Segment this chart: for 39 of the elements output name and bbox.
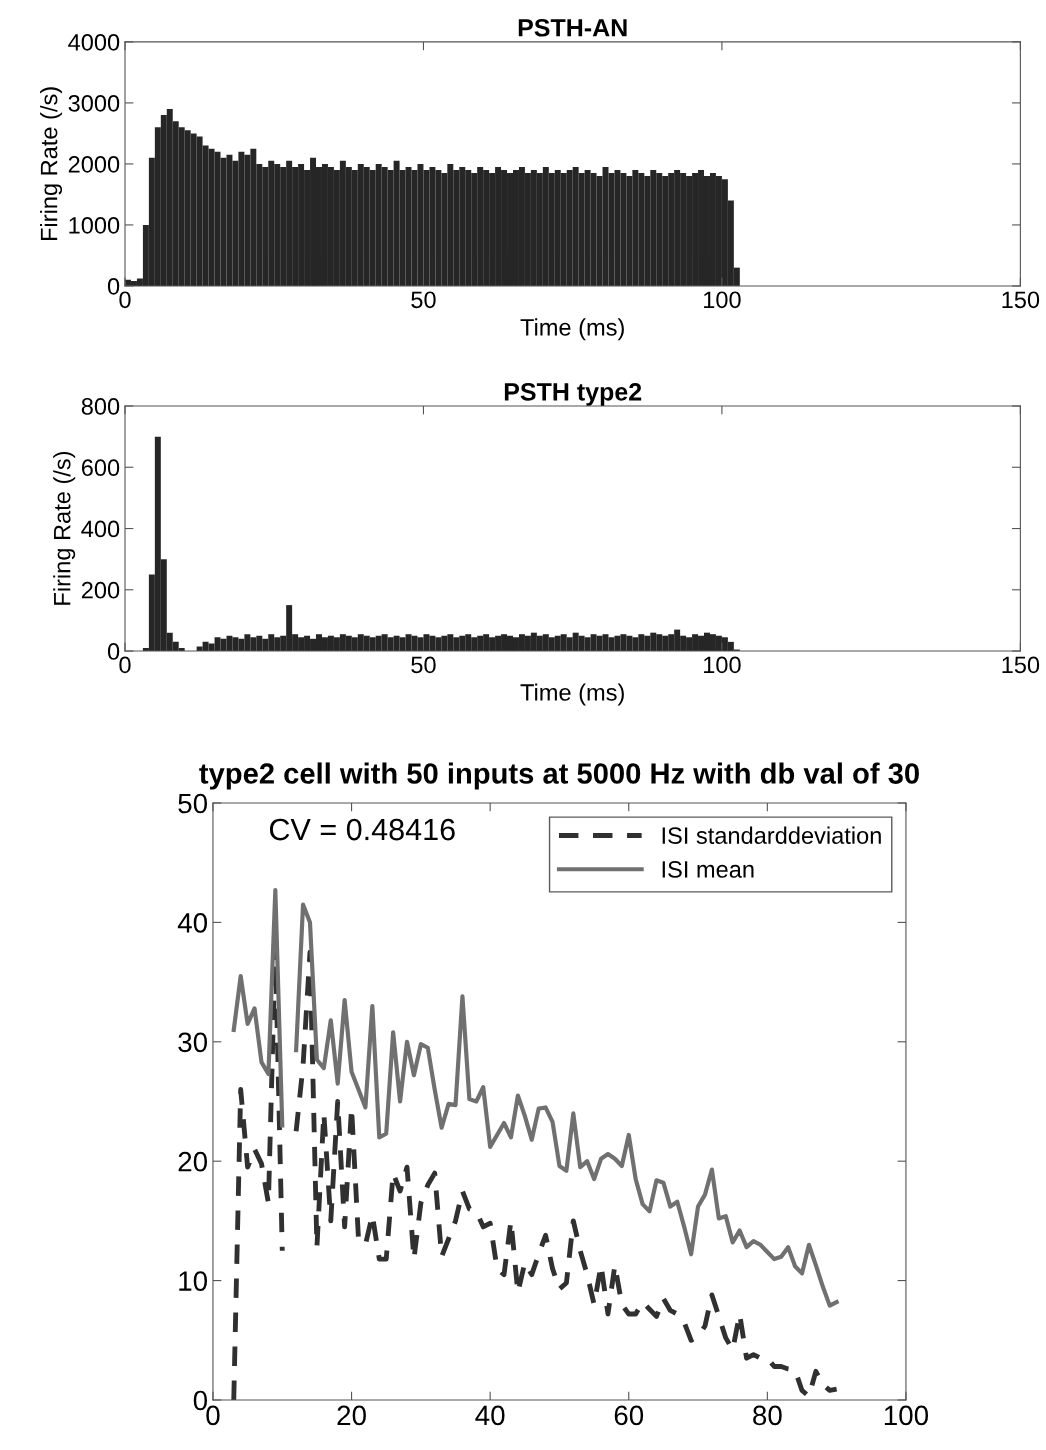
x-tick-label: 50 <box>411 656 436 674</box>
x-tick-label: 50 <box>411 291 436 309</box>
x-tick-label: 100 <box>884 1405 929 1426</box>
y-tick-label: 0 <box>107 278 120 295</box>
y-tick-label: 2000 <box>68 155 120 173</box>
y-tick-label: 200 <box>81 581 120 599</box>
x-axis-title: Time (ms) <box>520 683 624 706</box>
chart-title: PSTH-AN <box>518 18 627 37</box>
y-tick-label: 800 <box>81 398 120 415</box>
x-tick-label: 150 <box>1002 291 1040 309</box>
y-tick-label: 50 <box>178 793 208 814</box>
x-axis-title: Time (ms) <box>520 318 624 341</box>
x-tick-label: 60 <box>614 1405 644 1426</box>
y-tick-label: 40 <box>177 913 208 933</box>
x-tick-label: 150 <box>1002 656 1040 674</box>
legend-label: ISI mean <box>662 861 754 878</box>
y-tick-label: 10 <box>179 1271 208 1291</box>
y-tick-label: 400 <box>81 520 120 538</box>
x-tick-label: 80 <box>753 1405 782 1426</box>
y-tick-label: 30 <box>178 1032 208 1053</box>
y-tick-label: 0 <box>193 1390 208 1411</box>
legend-label: ISI standarddeviation <box>662 826 881 844</box>
y-axis-title: Firing Rate (/s) <box>53 451 76 605</box>
y-tick-label: 4000 <box>68 33 120 51</box>
x-tick-label: 100 <box>704 291 741 309</box>
x-tick-label: 0 <box>119 656 131 674</box>
chart-title: type2 cell with 50 inputs at 5000 Hz with db val of 30 <box>199 762 919 790</box>
x-tick-label: 40 <box>475 1405 505 1426</box>
annotation: CV = 0.48416 <box>269 818 455 841</box>
y-axis-title: Firing Rate (/s) <box>40 87 63 241</box>
x-tick-label: 100 <box>704 656 741 674</box>
y-tick-label: 600 <box>81 459 120 477</box>
x-tick-label: 20 <box>337 1405 366 1426</box>
y-tick-label: 20 <box>178 1151 208 1172</box>
y-tick-label: 3000 <box>68 94 120 112</box>
y-tick-label: 1000 <box>69 217 120 234</box>
x-tick-label: 0 <box>119 291 131 309</box>
y-tick-label: 0 <box>107 643 120 660</box>
chart-title: PSTH type2 <box>504 382 642 406</box>
